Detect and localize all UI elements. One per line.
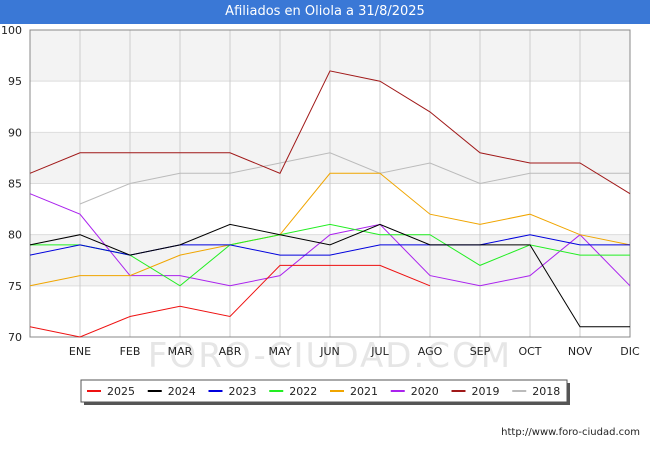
source-link[interactable]: http://www.foro-ciudad.com xyxy=(501,427,640,438)
x-tick-label: MAR xyxy=(168,345,193,358)
x-tick-label: MAY xyxy=(269,345,292,358)
y-tick-label: 100 xyxy=(1,24,22,37)
x-tick-label: FEB xyxy=(120,345,141,358)
legend-label-2025: 2025 xyxy=(107,385,135,398)
x-tick-label: ABR xyxy=(219,345,242,358)
y-tick-label: 85 xyxy=(8,178,22,191)
y-tick-label: 80 xyxy=(8,229,22,242)
chart-title: Afiliados en Oliola a 31/8/2025 xyxy=(0,0,650,24)
series-line-2024 xyxy=(29,223,630,328)
x-tick-label: JUN xyxy=(319,345,340,358)
legend-label-2022: 2022 xyxy=(289,385,317,398)
x-tick-label: DIC xyxy=(620,345,640,358)
series-line-2019 xyxy=(29,70,631,195)
legend-label-2021: 2021 xyxy=(350,385,378,398)
x-tick-label: AGO xyxy=(418,345,443,358)
legend-box xyxy=(80,379,568,403)
x-tick-label: NOV xyxy=(568,345,593,358)
y-tick-label: 75 xyxy=(8,280,22,293)
y-tick-label: 70 xyxy=(8,331,22,344)
legend: 2025 2024 2023 2022 2021 2020 2019 2018 xyxy=(80,379,570,405)
legend-label-2020: 2020 xyxy=(411,385,439,398)
series-line-2025 xyxy=(29,264,431,338)
y-tick-label: 90 xyxy=(8,126,22,139)
legend-label-2019: 2019 xyxy=(472,385,500,398)
series-line-2018 xyxy=(79,152,630,205)
y-axis-ticks: 70 75 80 85 90 95 100 xyxy=(1,24,22,344)
legend-label-2023: 2023 xyxy=(229,385,257,398)
series-lines xyxy=(29,70,631,338)
x-tick-label: ENE xyxy=(69,345,91,358)
y-tick-label: 95 xyxy=(8,75,22,88)
plot-frame xyxy=(29,29,631,338)
x-tick-label: OCT xyxy=(518,345,541,358)
x-tick-label: JUL xyxy=(370,345,389,358)
legend-label-2018: 2018 xyxy=(532,385,560,398)
x-axis-ticks: ENE FEB MAR ABR MAY JUN JUL AGO SEP OCT NOV DIC xyxy=(69,345,640,358)
x-tick-label: SEP xyxy=(470,345,491,358)
legend-label-2024: 2024 xyxy=(168,385,196,398)
series-line-2021 xyxy=(29,172,631,287)
watermark: FORO-CIUDAD.COM xyxy=(148,336,512,376)
